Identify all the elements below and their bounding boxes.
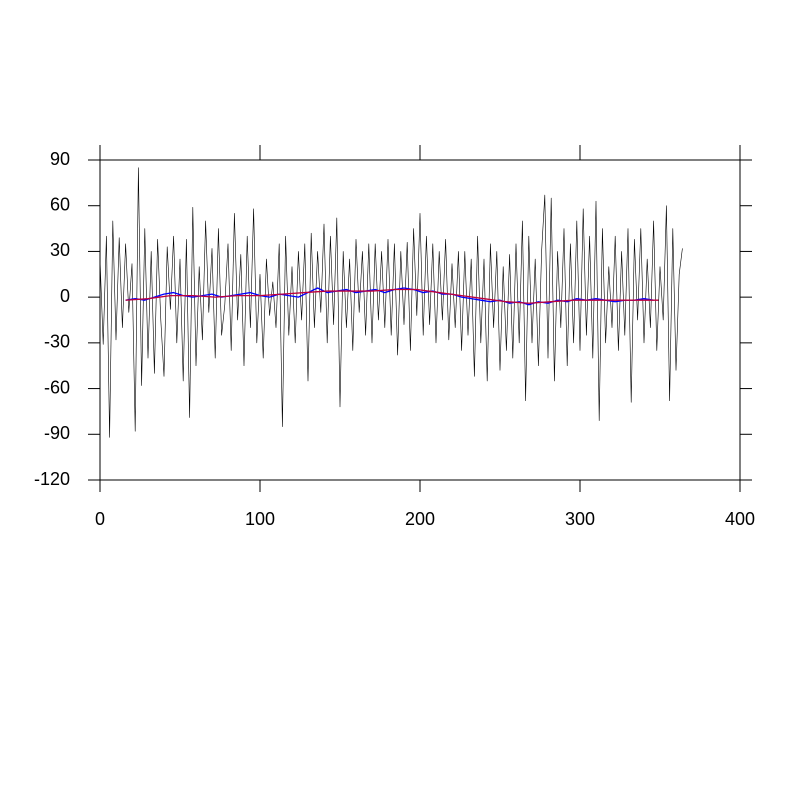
series-line	[99, 167, 683, 438]
x-tick-label: 400	[725, 509, 755, 529]
y-tick-label: -30	[44, 332, 70, 352]
x-tick-label: 200	[405, 509, 435, 529]
y-tick-label: -90	[44, 423, 70, 443]
y-tick-label: 90	[50, 149, 70, 169]
x-tick-label: 0	[95, 509, 105, 529]
y-tick-label: 30	[50, 240, 70, 260]
y-tick-label: -60	[44, 377, 70, 397]
y-tick-label: 0	[60, 286, 70, 306]
y-tick-label: 60	[50, 194, 70, 214]
x-tick-label: 100	[245, 509, 275, 529]
series-line	[125, 288, 659, 304]
series-line	[125, 287, 654, 306]
x-tick-label: 300	[565, 509, 595, 529]
y-tick-label: -120	[34, 469, 70, 489]
plot-frame	[99, 159, 741, 481]
